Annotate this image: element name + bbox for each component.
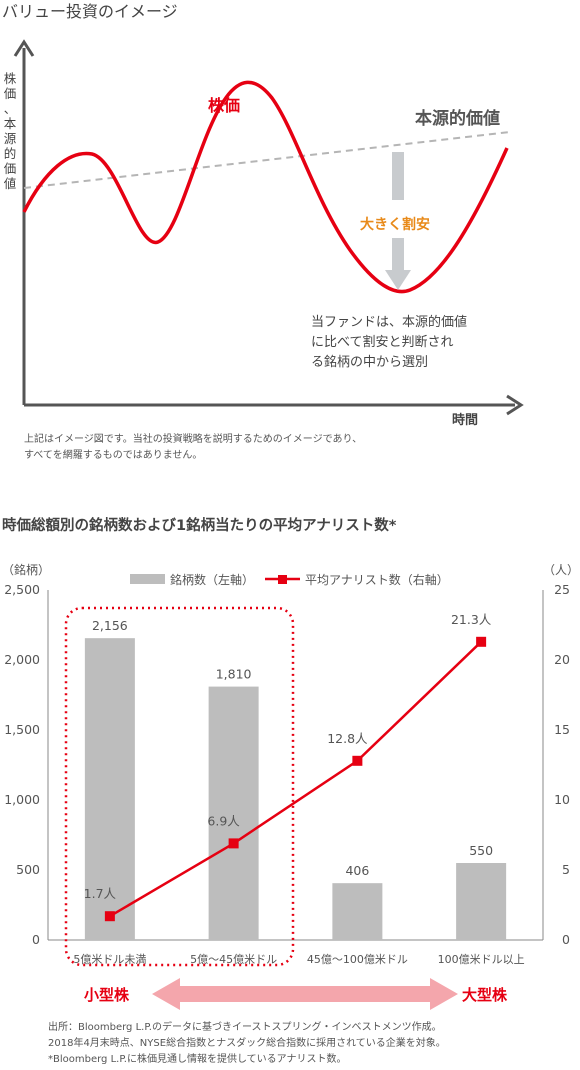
intrinsic-value-line <box>23 131 511 189</box>
bar-value-label: 2,156 <box>92 618 128 633</box>
legend-bar-swatch <box>130 574 165 584</box>
bar <box>84 638 135 940</box>
right-tick-label: 5 <box>562 862 570 877</box>
discount-label: 大きく割安 <box>360 216 430 233</box>
concept-x-arrowhead <box>506 394 524 416</box>
legend-bar-label: 銘柄数（左軸） <box>170 572 254 587</box>
right-tick-label: 25 <box>554 582 570 597</box>
concept-footnote-line-2: すべてを網羅するものではありません。 <box>24 448 202 461</box>
left-tick-label: 500 <box>16 862 40 877</box>
left-tick-label: 2,500 <box>4 582 40 597</box>
chart-title: 時価総額別の銘柄数および1銘柄当たりの平均アナリスト数* <box>2 516 397 534</box>
bar <box>208 686 259 940</box>
discount-arrow-lower <box>392 238 404 270</box>
category-label: 5億～45億米ドル <box>190 953 277 966</box>
discount-arrow-head <box>385 270 411 290</box>
concept-y-arrowhead <box>13 39 35 57</box>
large-cap-label: 大型株 <box>462 986 508 1004</box>
source-note-line-3: *Bloomberg L.P.に株価見通し情報を提供しているアナリスト数。 <box>48 1052 346 1065</box>
right-tick-label: 10 <box>554 792 570 807</box>
concept-title: バリュー投資のイメージ <box>2 2 178 21</box>
bar-value-label: 1,810 <box>216 667 252 682</box>
size-range-double-arrow <box>152 978 458 1010</box>
bar <box>332 883 383 940</box>
fund-note-line-3: る銘柄の中から選別 <box>311 355 428 370</box>
concept-xlabel: 時間 <box>452 412 478 428</box>
concept-ylabel-char: 、 <box>4 101 17 116</box>
analyst-value-label: 21.3人 <box>451 612 492 627</box>
concept-ylabel-char: 価 <box>4 161 17 176</box>
price-curve <box>22 80 509 294</box>
right-tick-label: 15 <box>554 722 570 737</box>
analyst-value-label: 6.9人 <box>207 813 240 828</box>
left-tick-label: 2,000 <box>4 652 40 667</box>
right-tick-label: 20 <box>554 652 570 667</box>
analyst-marker <box>228 838 239 849</box>
analyst-marker <box>476 636 487 647</box>
left-tick-label: 0 <box>32 932 40 947</box>
bar-value-label: 406 <box>345 863 369 878</box>
category-label: 100億米ドル以上 <box>438 953 525 966</box>
concept-ylabel: 株価、本源的価値 <box>4 71 17 191</box>
small-cap-label: 小型株 <box>84 986 130 1004</box>
concept-ylabel-char: 株 <box>4 71 17 86</box>
category-label: 5億米ドル未満 <box>73 953 146 966</box>
concept-ylabel-char: 値 <box>4 176 17 191</box>
source-note-line-1: 出所：Bloomberg L.P.のデータに基づきイーストスプリング・インベスト… <box>48 1020 442 1033</box>
small-cap-highlight-box <box>64 606 295 967</box>
analyst-marker <box>104 911 115 922</box>
intrinsic-label: 本源的価値 <box>415 108 500 129</box>
right-tick-label: 0 <box>562 932 570 947</box>
category-label: 45億～100億米ドル <box>307 953 408 966</box>
bar <box>456 863 507 940</box>
concept-ylabel-char: 価 <box>4 86 17 101</box>
concept-footnote-line-1: 上記はイメージ図です。当社の投資戦略を説明するためのイメージであり、 <box>24 432 362 445</box>
analyst-line <box>109 640 482 918</box>
left-tick-label: 1,500 <box>4 722 40 737</box>
fund-note-line-1: 当ファンドは、本源的価値 <box>311 314 467 330</box>
concept-ylabel-char: 的 <box>4 146 17 161</box>
source-note-line-2: 2018年4月末時点、NYSE総合指数とナスダック総合指数に採用されている企業を… <box>48 1036 446 1049</box>
left-axis-unit: （銘柄） <box>2 562 50 577</box>
discount-arrow-upper <box>392 152 404 200</box>
analyst-marker <box>352 755 363 766</box>
price-label: 株価 <box>208 96 240 115</box>
fund-note-line-2: に比べて割安と判断され <box>311 334 453 350</box>
left-tick-label: 1,000 <box>4 792 40 807</box>
bar-value-label: 550 <box>469 843 493 858</box>
analyst-value-label: 1.7人 <box>84 886 117 901</box>
concept-ylabel-char: 本 <box>4 116 17 131</box>
right-axis-unit: （人） <box>543 563 579 577</box>
legend-line-marker <box>278 575 287 584</box>
legend-line-label: 平均アナリスト数（右軸） <box>305 572 449 587</box>
chart-marks: 0 500 1,000 1,500 2,000 2,500 0 5 10 15 20 25 2,156 1… <box>4 582 570 966</box>
analyst-value-label: 12.8人 <box>327 731 368 746</box>
concept-ylabel-char: 源 <box>4 131 17 146</box>
